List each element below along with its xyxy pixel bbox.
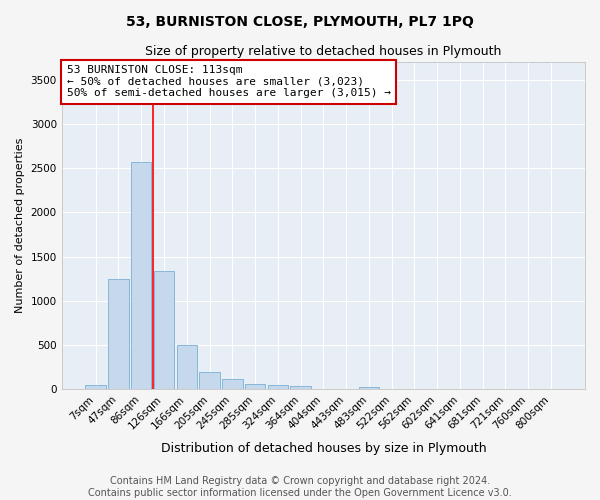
Bar (199, 372, 220, 389)
Y-axis label: Number of detached properties: Number of detached properties (15, 138, 25, 313)
Bar (108, 278, 129, 389)
Bar (222, 380, 242, 389)
Bar (245, 384, 265, 389)
Text: 53, BURNISTON CLOSE, PLYMOUTH, PL7 1PQ: 53, BURNISTON CLOSE, PLYMOUTH, PL7 1PQ (126, 15, 474, 29)
Bar (154, 270, 174, 389)
Title: Size of property relative to detached houses in Plymouth: Size of property relative to detached ho… (145, 45, 502, 58)
Text: Contains HM Land Registry data © Crown copyright and database right 2024.
Contai: Contains HM Land Registry data © Crown c… (88, 476, 512, 498)
Bar (290, 386, 311, 389)
Bar (131, 162, 151, 389)
Bar (85, 384, 106, 389)
Bar (268, 385, 288, 389)
Text: 53 BURNISTON CLOSE: 113sqm
← 50% of detached houses are smaller (3,023)
50% of s: 53 BURNISTON CLOSE: 113sqm ← 50% of deta… (67, 65, 391, 98)
Bar (359, 386, 379, 389)
X-axis label: Distribution of detached houses by size in Plymouth: Distribution of detached houses by size … (161, 442, 486, 455)
Bar (176, 345, 197, 389)
